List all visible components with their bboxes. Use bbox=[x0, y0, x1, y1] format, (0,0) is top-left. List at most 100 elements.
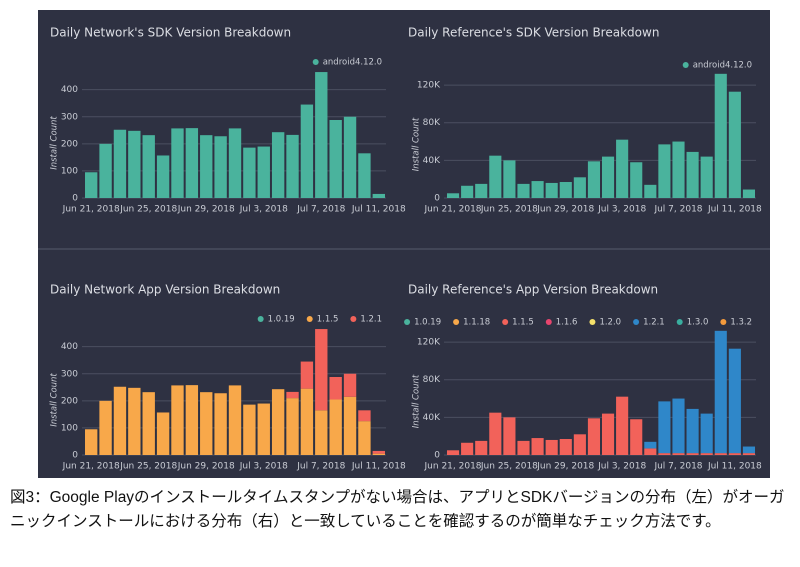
bar bbox=[142, 135, 155, 198]
y-tick-label: 0 bbox=[434, 451, 440, 461]
bar bbox=[728, 91, 741, 198]
y-axis-label: Install Count bbox=[50, 373, 60, 427]
legend: android4.12.0 bbox=[312, 58, 382, 68]
x-tick-label: Jul 7, 2018 bbox=[653, 462, 702, 472]
bar bbox=[85, 429, 98, 455]
bar bbox=[742, 453, 756, 455]
legend-label: 1.1.18 bbox=[463, 318, 490, 328]
x-tick-label: Jul 7, 2018 bbox=[653, 205, 702, 215]
bar bbox=[228, 385, 242, 455]
legend: 1.0.19 1.1.5 1.2.1 bbox=[257, 315, 382, 325]
bar bbox=[573, 434, 586, 455]
bar bbox=[343, 116, 357, 198]
legend-swatch bbox=[257, 316, 264, 322]
x-tick-label: Jun 25, 2018 bbox=[480, 205, 538, 215]
bar bbox=[559, 182, 572, 198]
y-tick-label: 400 bbox=[61, 342, 78, 352]
x-tick-label: Jul 11, 2018 bbox=[351, 462, 406, 472]
bar bbox=[658, 401, 671, 454]
legend: 1.0.19 1.1.18 1.1.5 1.1.6 1.2.0 1.2.1 1.3.0 1.3… bbox=[404, 318, 752, 328]
bar bbox=[372, 453, 385, 455]
panel bbox=[38, 10, 770, 478]
y-tick-label: 300 bbox=[61, 369, 78, 379]
x-tick-label: Jul 7, 2018 bbox=[296, 205, 345, 215]
bar bbox=[171, 385, 184, 455]
legend-swatch bbox=[545, 319, 552, 325]
y-axis-label: Install Count bbox=[412, 117, 422, 171]
legend-swatch bbox=[453, 319, 460, 325]
bar bbox=[559, 439, 572, 455]
bar bbox=[587, 161, 601, 198]
bar bbox=[257, 403, 270, 455]
bar bbox=[601, 156, 615, 198]
bar bbox=[658, 453, 671, 455]
bar bbox=[329, 377, 342, 400]
bar bbox=[545, 182, 558, 198]
bar bbox=[185, 128, 199, 198]
bar bbox=[214, 393, 227, 455]
bar bbox=[475, 440, 488, 455]
legend-label: 1.2.0 bbox=[599, 318, 621, 328]
dashboard: Daily Network's SDK Version Breakdown 0 10… bbox=[38, 10, 770, 478]
legend: android4.12.0 bbox=[682, 61, 752, 71]
y-tick-label: 120K bbox=[417, 338, 441, 348]
bar bbox=[630, 162, 643, 198]
y-tick-label: 300 bbox=[61, 112, 78, 122]
bar bbox=[85, 172, 98, 198]
bar bbox=[545, 439, 558, 455]
x-tick-label: Jun 29, 2018 bbox=[536, 462, 594, 472]
bar bbox=[343, 373, 357, 397]
bar bbox=[742, 446, 756, 454]
legend-label: android4.12.0 bbox=[693, 61, 752, 71]
bar bbox=[446, 193, 460, 198]
x-tick-label: Jun 25, 2018 bbox=[480, 462, 538, 472]
x-tick-label: Jun 25, 2018 bbox=[119, 205, 177, 215]
x-tick-label: Jul 3, 2018 bbox=[597, 462, 646, 472]
y-axis-label: Install Count bbox=[412, 374, 422, 428]
bar bbox=[358, 153, 371, 198]
bar bbox=[672, 141, 685, 198]
bar bbox=[714, 453, 727, 455]
bar bbox=[171, 128, 184, 198]
y-tick-label: 400 bbox=[61, 85, 78, 95]
legend-label: 1.0.19 bbox=[268, 315, 295, 325]
bar bbox=[300, 104, 314, 198]
bar bbox=[489, 412, 502, 455]
bar bbox=[630, 419, 643, 455]
x-tick-label: Jul 3, 2018 bbox=[597, 205, 646, 215]
bar bbox=[156, 155, 170, 198]
y-axis-label: Install Count bbox=[50, 116, 60, 170]
bar bbox=[489, 155, 502, 198]
bar bbox=[358, 410, 371, 422]
bar bbox=[315, 410, 328, 455]
bar bbox=[517, 440, 530, 455]
bar bbox=[503, 417, 516, 455]
legend-swatch bbox=[633, 319, 640, 325]
legend-swatch bbox=[404, 319, 411, 325]
bar bbox=[644, 448, 657, 455]
bar bbox=[714, 73, 727, 198]
bar bbox=[113, 129, 127, 198]
bar bbox=[644, 441, 657, 449]
legend-swatch bbox=[306, 316, 313, 322]
legend-label: 1.2.1 bbox=[643, 318, 665, 328]
bar bbox=[616, 139, 629, 198]
x-tick-label: Jul 11, 2018 bbox=[351, 205, 406, 215]
bar bbox=[156, 412, 170, 455]
bar bbox=[372, 193, 385, 198]
x-tick-label: Jun 29, 2018 bbox=[177, 462, 235, 472]
y-tick-label: 0 bbox=[72, 194, 78, 204]
bar bbox=[686, 151, 699, 198]
bar bbox=[243, 147, 256, 198]
x-tick-label: Jun 29, 2018 bbox=[536, 205, 594, 215]
y-tick-label: 40K bbox=[423, 156, 441, 166]
y-tick-label: 0 bbox=[72, 451, 78, 461]
x-tick-label: Jul 11, 2018 bbox=[707, 205, 762, 215]
bar bbox=[686, 453, 699, 455]
bar bbox=[99, 143, 112, 198]
bar bbox=[531, 181, 544, 198]
bar bbox=[286, 391, 299, 399]
y-tick-label: 80K bbox=[423, 375, 441, 385]
bar bbox=[461, 442, 474, 455]
x-tick-label: Jun 21, 2018 bbox=[424, 462, 482, 472]
